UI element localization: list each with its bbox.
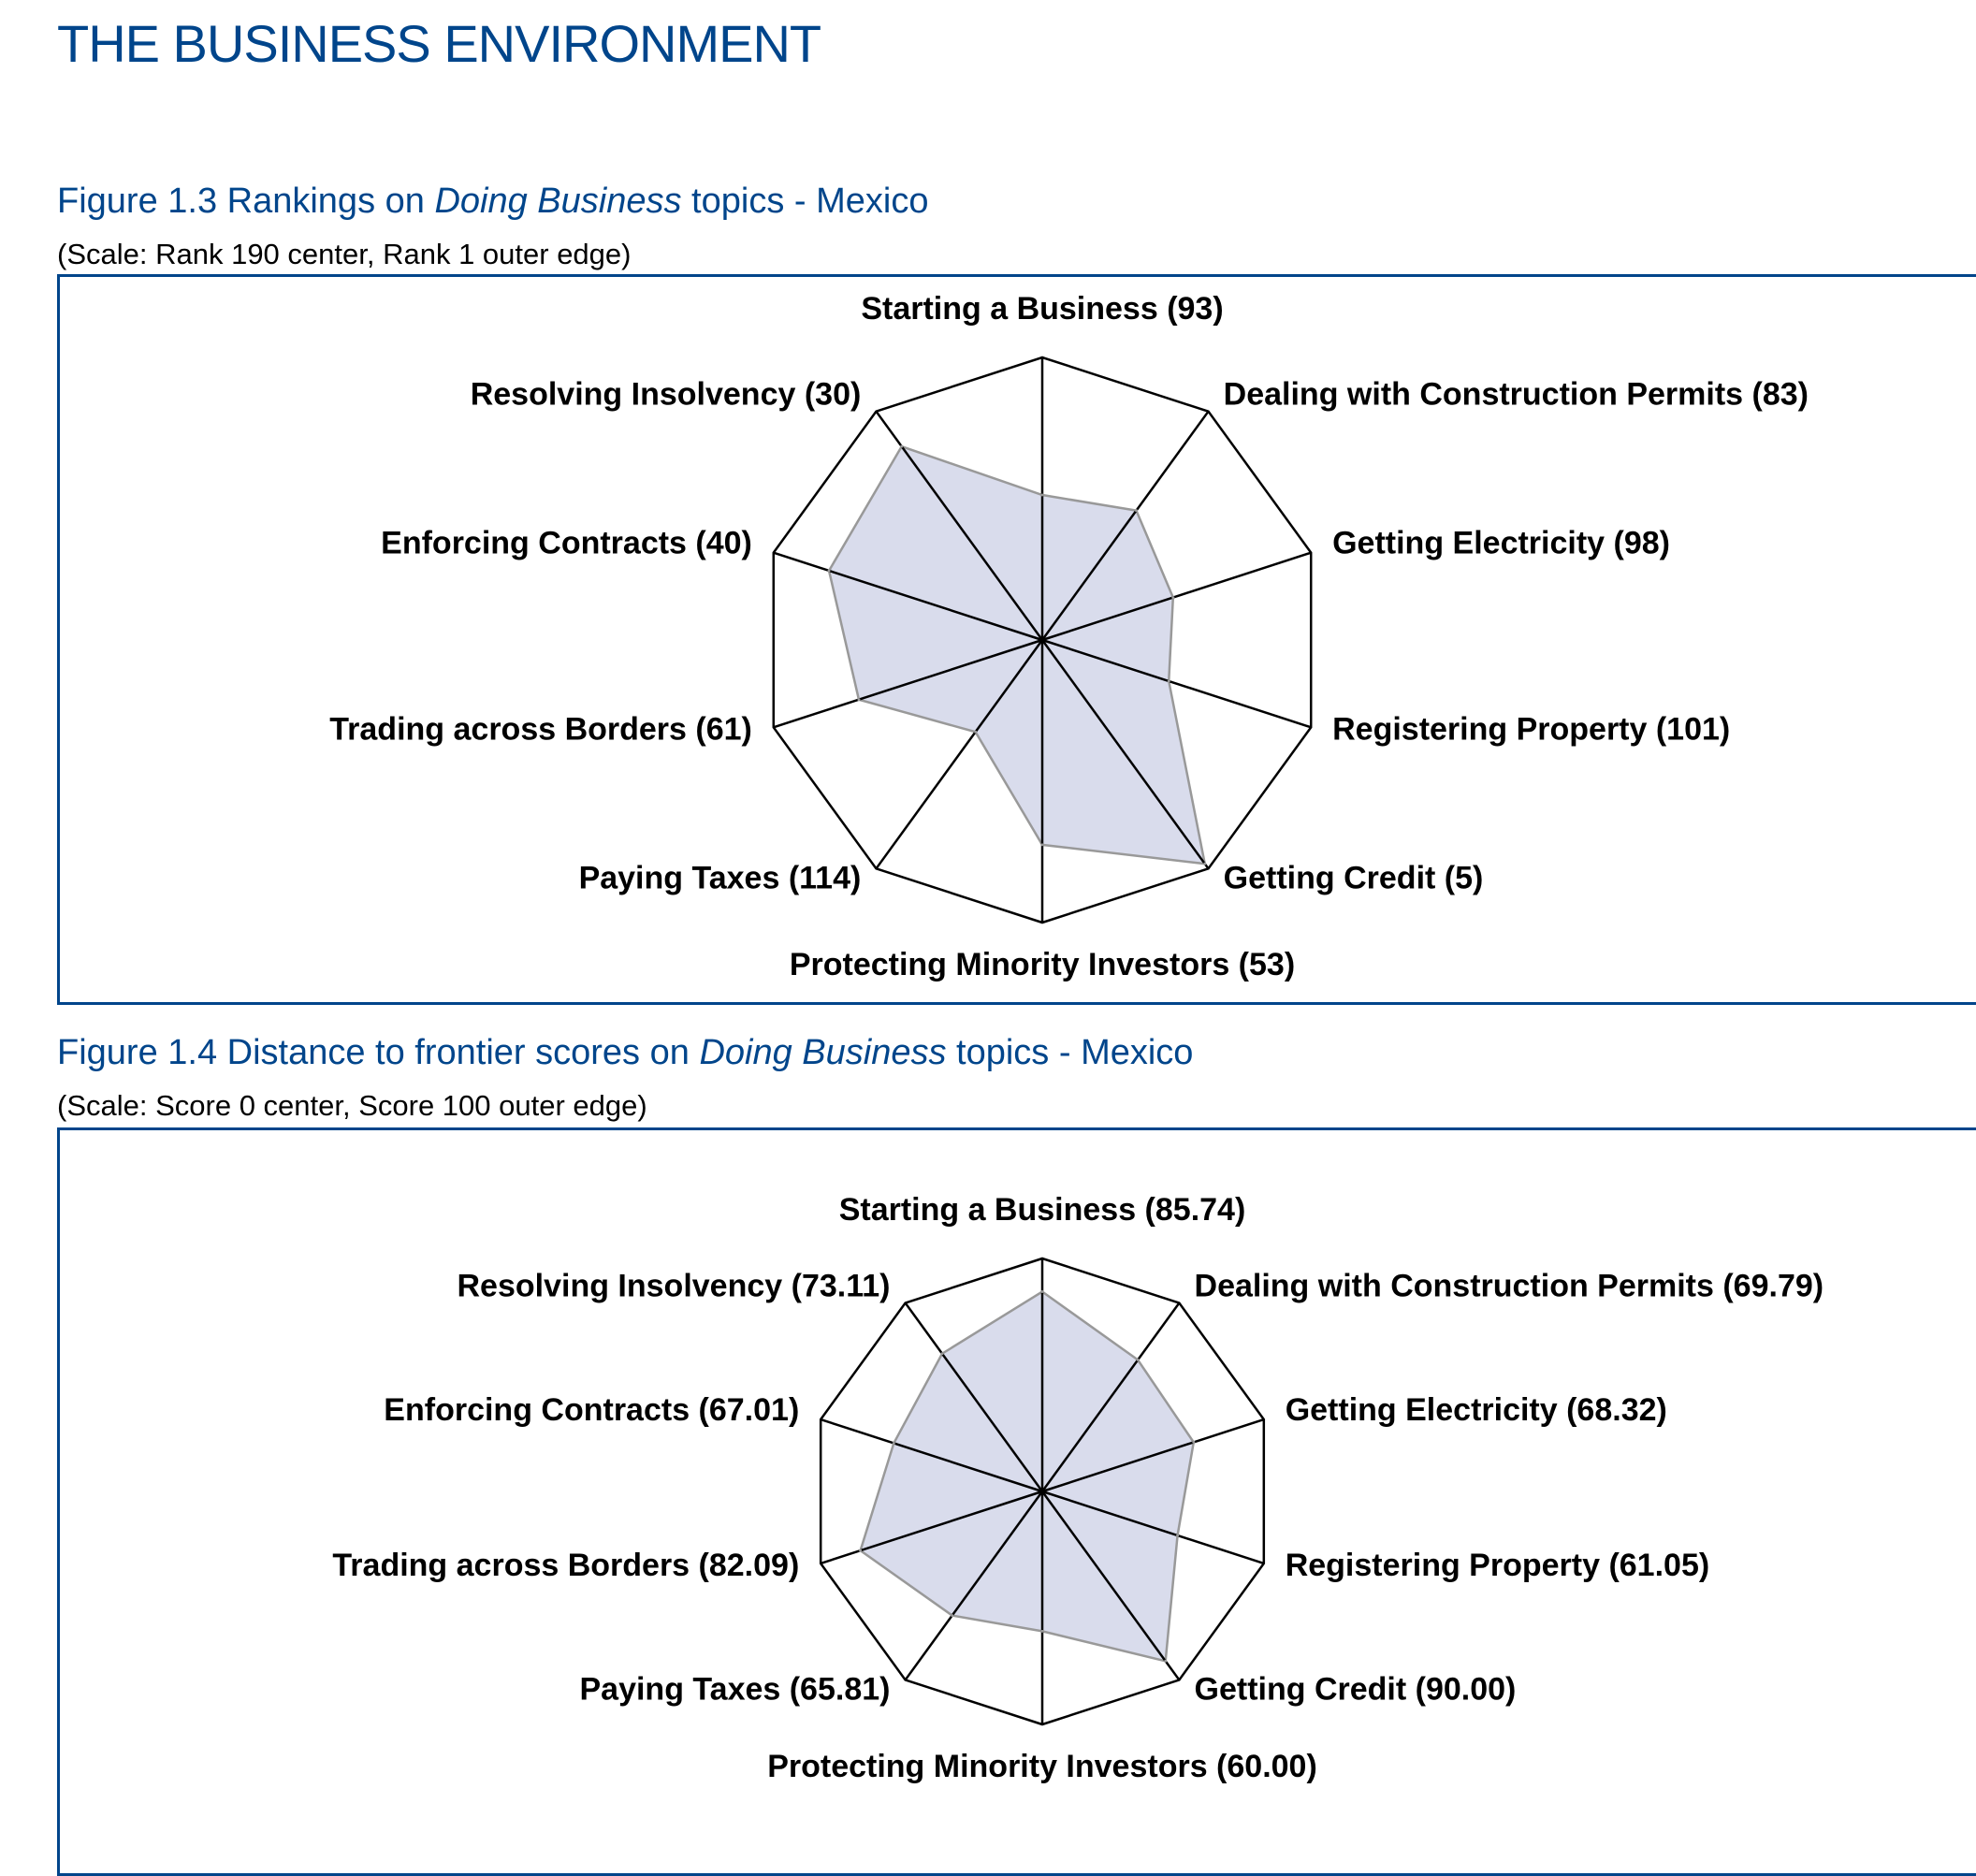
axis-label: Getting Credit (5): [1224, 860, 1484, 895]
caption-text: Figure 1.4 Distance to frontier scores o…: [57, 1033, 700, 1072]
axis-label: Enforcing Contracts (67.01): [384, 1392, 799, 1428]
figure-1-3-frame: [57, 274, 1976, 1005]
axis-line: [875, 639, 1044, 870]
data-point: [1167, 679, 1170, 683]
caption-text: Figure 1.3 Rankings on: [57, 182, 435, 221]
axis-label: Protecting Minority Investors (60.00): [767, 1749, 1317, 1784]
axis-label: Starting a Business (85.74): [839, 1192, 1246, 1228]
data-point: [827, 569, 831, 573]
data-point: [951, 1614, 954, 1618]
data-point: [974, 730, 978, 734]
axis-label: Paying Taxes (65.81): [579, 1672, 890, 1708]
axis-line: [820, 1490, 1043, 1565]
axis-label: Registering Property (61.05): [1286, 1548, 1709, 1583]
axis-label: Trading across Borders (61): [329, 711, 752, 747]
axis-line: [773, 551, 1043, 642]
data-point: [900, 444, 904, 448]
figure-1-4-caption: Figure 1.4 Distance to frontier scores o…: [57, 1033, 1193, 1073]
caption-text: topics - Mexico: [681, 182, 929, 221]
axis-line: [1041, 1490, 1265, 1565]
data-point: [1134, 509, 1138, 513]
axis-line: [1040, 1491, 1181, 1681]
data-point: [1192, 1440, 1196, 1444]
center-point: [1039, 1489, 1045, 1494]
caption-text: topics - Mexico: [946, 1033, 1194, 1072]
caption-italic: Doing Business: [434, 182, 682, 221]
axis-label: Dealing with Construction Permits (69.79…: [1195, 1268, 1824, 1303]
axis-label: Paying Taxes (114): [579, 860, 862, 895]
page-title: THE BUSINESS ENVIRONMENT: [57, 14, 821, 73]
axis-line: [1041, 1418, 1265, 1493]
center-point: [1039, 637, 1045, 643]
axis-line: [904, 1302, 1044, 1492]
axis-label: Dealing with Construction Permits (83): [1224, 376, 1809, 412]
axis-label: Resolving Insolvency (73.11): [458, 1268, 891, 1303]
data-point: [940, 1352, 944, 1356]
axis-line: [1040, 1302, 1181, 1492]
caption-italic: Doing Business: [699, 1033, 947, 1072]
data-point: [859, 1549, 863, 1552]
axis-label: Getting Credit (90.00): [1195, 1672, 1517, 1708]
axis-label: Protecting Minority Investors (53): [790, 947, 1295, 982]
data-point: [1040, 1290, 1044, 1294]
axis-line: [820, 1418, 1043, 1493]
axis-line: [875, 410, 1044, 641]
axis-label: Getting Electricity (68.32): [1286, 1392, 1667, 1428]
figure-1-3-caption: Figure 1.3 Rankings on Doing Business to…: [57, 182, 928, 222]
figure-1-3-scale-note: (Scale: Rank 190 center, Rank 1 outer ed…: [57, 238, 632, 270]
data-point: [1164, 1659, 1168, 1663]
data-point: [857, 698, 861, 702]
axis-line: [1041, 638, 1312, 729]
data-point: [1176, 1534, 1180, 1537]
axis-label: Registering Property (101): [1332, 711, 1730, 747]
axis-label: Resolving Insolvency (30): [471, 376, 862, 412]
data-point: [1171, 596, 1175, 600]
axis-line: [1041, 551, 1312, 642]
axis-label: Trading across Borders (82.09): [332, 1548, 799, 1583]
data-point: [892, 1441, 895, 1445]
axis-line: [773, 638, 1043, 729]
data-area: [859, 1290, 1196, 1663]
data-point: [1203, 862, 1207, 865]
axis-label: Starting a Business (93): [861, 291, 1223, 327]
data-point: [1136, 1358, 1140, 1361]
data-point: [1040, 843, 1044, 847]
data-point: [1040, 493, 1044, 497]
axis-label: Getting Electricity (98): [1332, 526, 1670, 561]
figure-1-4-scale-note: (Scale: Score 0 center, Score 100 outer …: [57, 1089, 647, 1122]
axis-line: [1040, 639, 1210, 870]
data-area: [827, 444, 1207, 865]
axis-line: [904, 1491, 1044, 1681]
axis-line: [1040, 410, 1210, 641]
data-point: [1040, 1629, 1044, 1633]
axis-label: Enforcing Contracts (40): [381, 526, 752, 561]
